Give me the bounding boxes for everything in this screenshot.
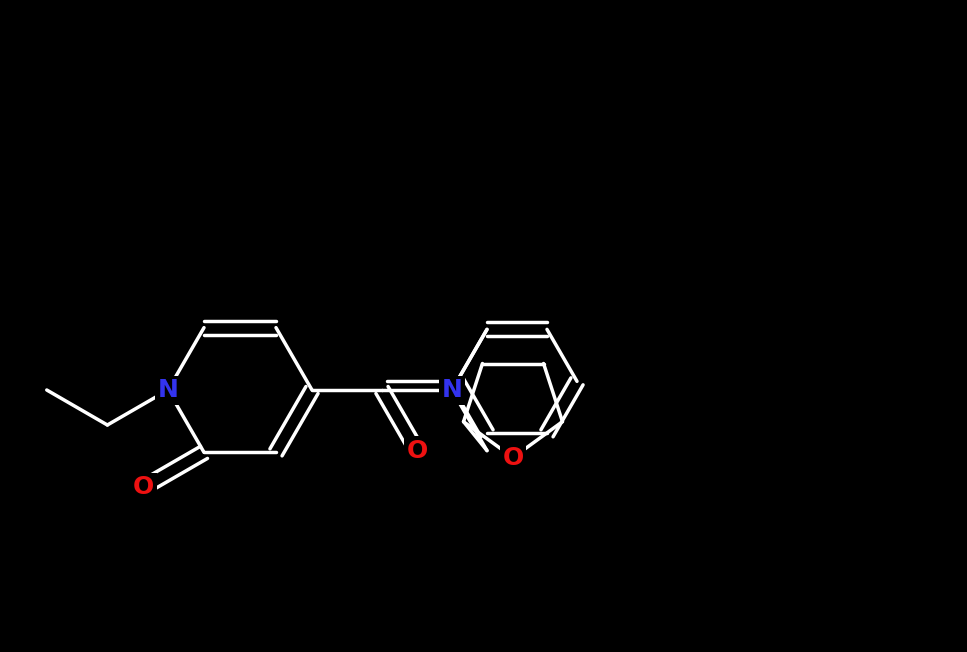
Text: O: O	[406, 439, 427, 463]
Text: O: O	[503, 445, 523, 469]
Text: N: N	[442, 378, 462, 402]
Text: O: O	[132, 475, 154, 499]
Text: N: N	[158, 378, 179, 402]
